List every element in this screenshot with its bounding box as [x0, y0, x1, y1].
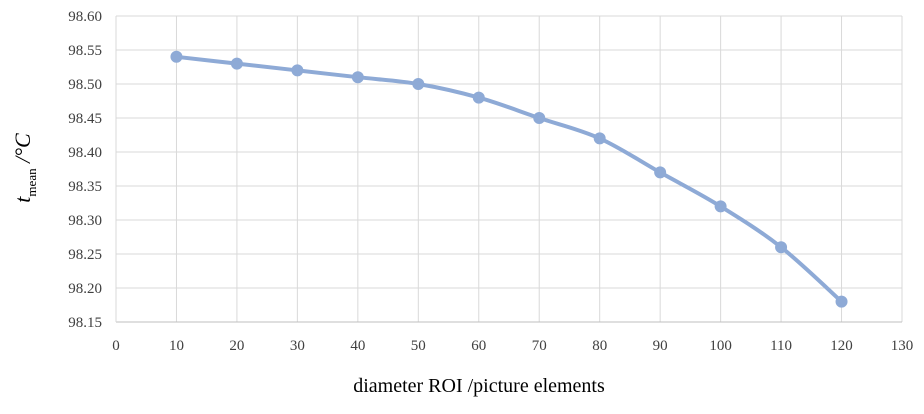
y-tick-label: 98.20	[68, 281, 102, 297]
data-point	[835, 295, 848, 308]
y-axis-title: tmean /°C	[10, 133, 39, 203]
x-tick-label: 90	[653, 338, 668, 354]
y-tick-label: 98.25	[68, 247, 102, 263]
y-axis-title-main: t	[10, 196, 35, 203]
data-point	[412, 78, 425, 90]
y-tick-label: 98.15	[68, 315, 102, 331]
data-point	[291, 64, 304, 77]
y-tick-label: 98.40	[68, 145, 102, 161]
grid-lines	[115, 15, 903, 323]
y-tick-label: 98.50	[68, 77, 102, 93]
x-tick-label: 120	[830, 338, 853, 354]
y-tick-label: 98.30	[68, 213, 102, 229]
x-tick-label: 10	[169, 338, 184, 354]
data-point	[654, 166, 667, 179]
x-tick-label: 80	[592, 338, 607, 354]
x-tick-label: 40	[350, 338, 365, 354]
y-tick-label: 98.35	[68, 179, 102, 195]
y-tick-label: 98.55	[68, 43, 102, 59]
series-line	[174, 54, 844, 304]
data-point	[593, 132, 606, 145]
axes	[115, 16, 902, 323]
data-point	[775, 241, 788, 254]
x-tick-label: 60	[471, 338, 486, 354]
tick-labels: 0 10 20 30 40 50 60 70 80 90 100 110 120 130 98.15 98.2…	[68, 9, 913, 354]
x-tick-label: 110	[770, 338, 792, 354]
data-point	[472, 91, 485, 104]
y-tick-label: 98.60	[68, 9, 102, 25]
y-axis-title-subscript: mean	[24, 168, 39, 197]
y-axis-title-unit: /°C	[10, 133, 35, 168]
data-point	[351, 71, 364, 84]
x-tick-label: 130	[891, 338, 914, 354]
x-tick-label: 30	[290, 338, 305, 354]
x-tick-label: 100	[709, 338, 732, 354]
series-layer	[170, 50, 848, 308]
x-tick-label: 0	[112, 338, 120, 354]
x-tick-label: 70	[532, 338, 547, 354]
data-point	[533, 112, 546, 124]
data-point	[170, 50, 183, 63]
x-tick-label: 50	[411, 338, 426, 354]
data-point	[230, 57, 243, 70]
x-tick-label: 20	[229, 338, 244, 354]
x-axis-title: diameter ROI /picture elements	[353, 375, 605, 397]
y-tick-label: 98.45	[68, 111, 102, 127]
data-point	[714, 200, 727, 213]
